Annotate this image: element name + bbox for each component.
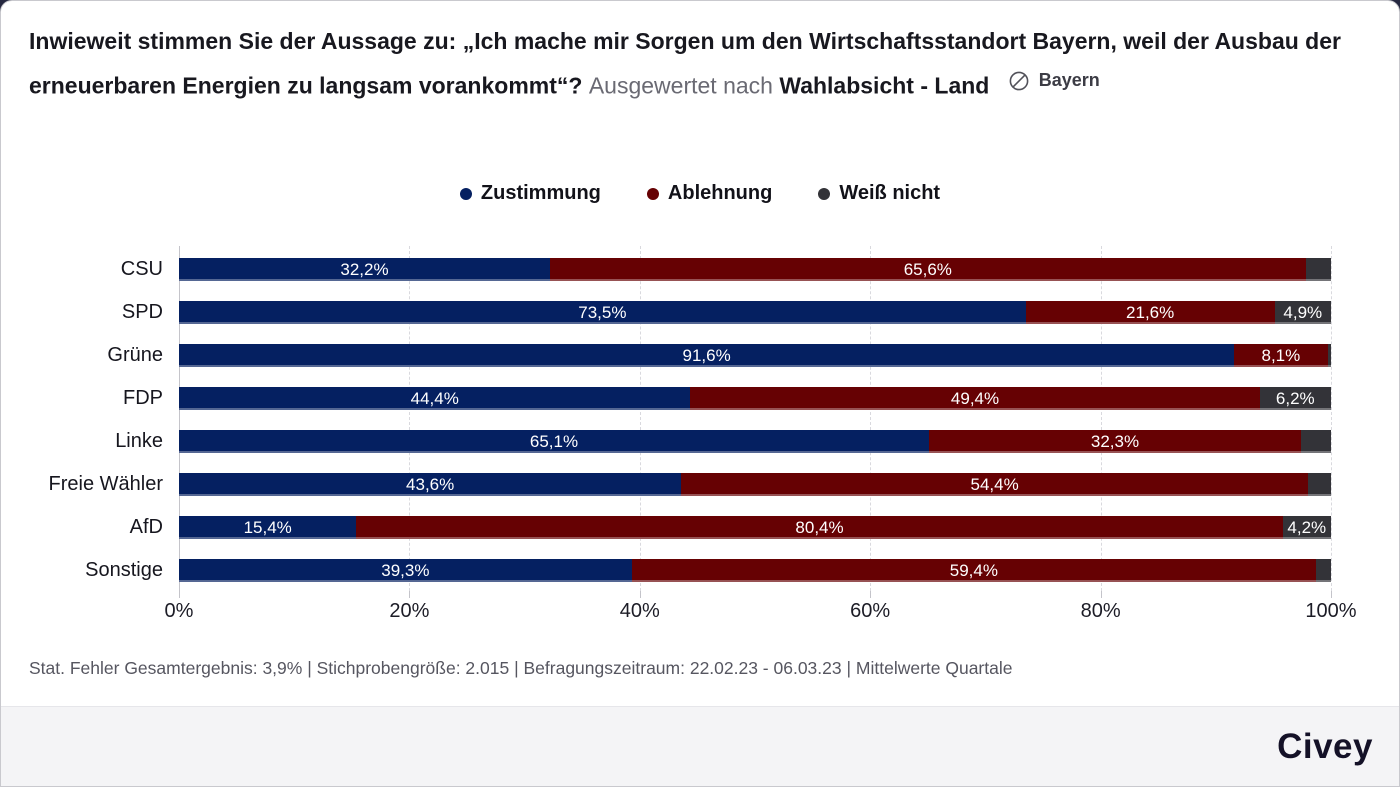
bar-value-label: 6,2% (1275, 388, 1315, 408)
bar-value-label: 15,4% (243, 517, 292, 537)
bar-value-label: 4,2% (1287, 517, 1327, 537)
region-label: Bayern (1038, 70, 1100, 90)
bar-row: 15,4% 80,4% 4,2% (179, 516, 1331, 539)
category-label: FDP (123, 387, 163, 409)
category-label: AfD (129, 516, 163, 538)
bar-row: 44,4% 49,4% 6,2% (179, 387, 1331, 410)
bar-row: 91,6% 8,1% (179, 344, 1331, 367)
vertical-gridline (1100, 246, 1102, 591)
bar-value-label: 39,3% (381, 560, 430, 580)
bar-segment[interactable]: 43,6% (179, 473, 682, 496)
vertical-gridline (870, 246, 872, 591)
brand-bar: Civey (1, 706, 1399, 786)
analysis-dimension: Wahlabsicht - Land (779, 72, 990, 99)
civey-logo[interactable]: Civey (1277, 726, 1373, 766)
bar-segment[interactable]: 8,1% (1234, 344, 1328, 367)
bar-segment[interactable]: 32,3% (928, 430, 1302, 453)
bar-segment[interactable]: 4,2% (1282, 516, 1331, 539)
bar-segment[interactable]: 91,6% (179, 344, 1235, 367)
vertical-gridline (639, 246, 641, 591)
category-axis: CSU SPD Grüne FDP Linke Freie Wähler AfD Sonsti… (1, 246, 163, 591)
bar-segment[interactable] (1305, 258, 1331, 281)
x-tick-label: 80% (1080, 600, 1121, 622)
axis-tick (870, 591, 872, 598)
bar-row: 32,2% 65,6% (179, 258, 1331, 281)
bar-value-label: 44,4% (410, 388, 459, 408)
category-label: Freie Wähler (48, 473, 163, 495)
x-tick-label: 0% (164, 600, 194, 622)
vertical-gridline (1331, 246, 1332, 591)
bar-value-label: 21,6% (1126, 302, 1175, 322)
x-tick-label: 20% (389, 600, 430, 622)
legend-item[interactable]: Weiß nicht (818, 182, 940, 205)
bar-row: 43,6% 54,4% (179, 473, 1331, 496)
bar-segment[interactable]: 59,4% (631, 559, 1317, 582)
bar-segment[interactable] (1301, 430, 1331, 453)
bar-segment[interactable]: 65,1% (179, 430, 929, 453)
legend-label: Weiß nicht (839, 182, 941, 204)
y-axis-line (179, 246, 180, 598)
bar-segment[interactable] (1327, 344, 1331, 367)
vertical-gridline (409, 246, 411, 591)
bar-value-label: 80,4% (795, 517, 844, 537)
legend-dot-icon (818, 187, 831, 200)
x-tick-label: 60% (850, 600, 891, 622)
analysis-prefix: Ausgewertet nach (588, 72, 773, 99)
bar-segment[interactable]: 39,3% (179, 559, 632, 582)
legend-dot-icon (646, 187, 659, 200)
chart-header: Inwieweit stimmen Sie der Aussage zu: „I… (29, 22, 1375, 106)
bar-segment[interactable]: 44,4% (179, 387, 691, 410)
bar-segment[interactable]: 4,9% (1274, 301, 1331, 324)
chart-legend: Zustimmung Ablehnung Weiß nicht (1, 182, 1399, 205)
category-label: Linke (115, 430, 163, 452)
bar-segment[interactable]: 80,4% (356, 516, 1283, 539)
category-label: Sonstige (85, 559, 163, 581)
bar-value-label: 4,9% (1283, 302, 1323, 322)
bar-segment[interactable]: 65,6% (549, 258, 1306, 281)
bar-value-label: 54,4% (970, 474, 1019, 494)
legend-item[interactable]: Zustimmung (459, 182, 601, 205)
bar-segment[interactable]: 73,5% (179, 301, 1026, 324)
bar-value-label: 65,6% (903, 259, 952, 279)
bar-value-label: 73,5% (578, 302, 627, 322)
axis-tick (409, 591, 411, 598)
plot-area: 0% 20% 40% 60% 80% 100% 32,2% 65,6% 73,5% 21,6% 4,… (165, 246, 1357, 622)
legend-label: Ablehnung (667, 182, 773, 204)
bar-segment[interactable]: 32,2% (179, 258, 550, 281)
legend-label: Zustimmung (480, 182, 601, 204)
bar-value-label: 65,1% (529, 431, 579, 451)
bar-value-label: 59,4% (949, 560, 998, 580)
bar-value-label: 49,4% (950, 388, 1000, 408)
bar-segment[interactable]: 6,2% (1259, 387, 1331, 410)
bar-segment[interactable]: 54,4% (681, 473, 1308, 496)
bar-segment[interactable]: 15,4% (179, 516, 357, 539)
x-tick-label: 40% (619, 600, 660, 622)
legend-dot-icon (459, 187, 472, 200)
bar-value-label: 43,6% (406, 474, 455, 494)
category-label: SPD (121, 301, 163, 323)
bar-segment[interactable]: 21,6% (1025, 301, 1275, 324)
category-label: CSU (120, 258, 163, 280)
bar-segment[interactable] (1316, 559, 1331, 582)
bar-segment[interactable] (1307, 473, 1331, 496)
bar-row: 73,5% 21,6% 4,9% (179, 301, 1331, 324)
category-label: Grüne (107, 344, 163, 366)
x-tick-label: 100% (1305, 600, 1357, 622)
bar-value-label: 32,2% (340, 259, 389, 279)
source-note: Stat. Fehler Gesamtergebnis: 3,9% | Stic… (29, 658, 1013, 678)
bar-row: 39,3% 59,4% (179, 559, 1331, 582)
axis-tick (639, 591, 641, 598)
chart-question: Inwieweit stimmen Sie der Aussage zu: „I… (29, 28, 1341, 99)
axis-tick (1331, 591, 1332, 598)
bar-value-label: 32,3% (1090, 431, 1140, 451)
axis-tick (1100, 591, 1102, 598)
legend-item[interactable]: Ablehnung (646, 182, 773, 205)
bar-value-label: 91,6% (682, 345, 731, 365)
circle-slash-icon (1009, 71, 1029, 90)
bar-segment[interactable]: 49,4% (690, 387, 1260, 410)
bar-value-label: 8,1% (1261, 345, 1301, 365)
region-chip: Bayern (1008, 61, 1100, 100)
bar-row: 65,1% 32,3% (179, 430, 1331, 453)
